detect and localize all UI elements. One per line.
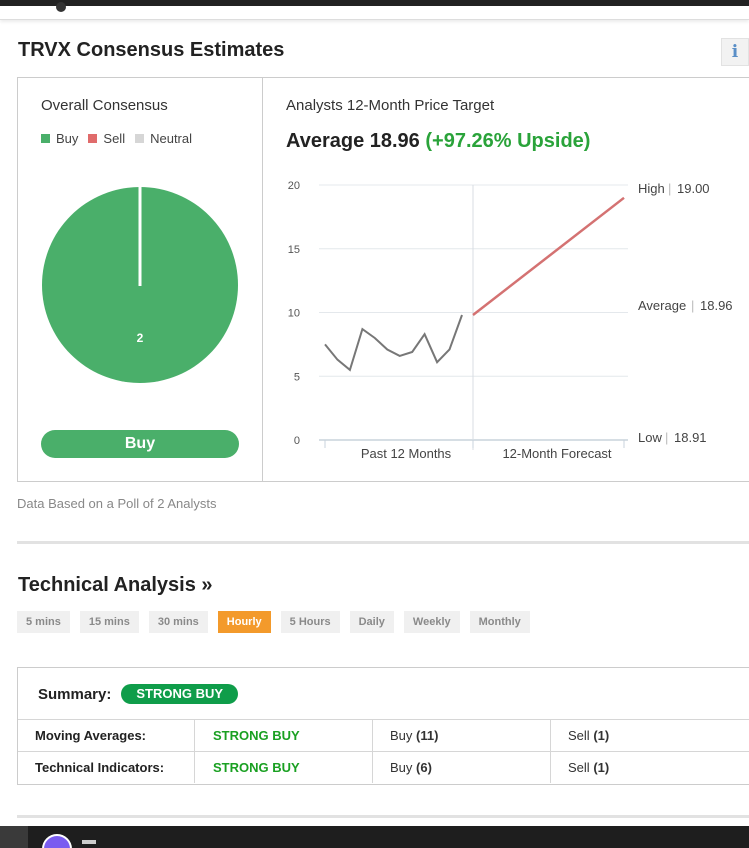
legend-sell-swatch xyxy=(88,134,98,143)
annotation-low: Low | 18.91 xyxy=(638,430,707,445)
annotation-high-sep: | xyxy=(668,181,671,196)
price-target-title: Analysts 12-Month Price Target xyxy=(286,97,495,114)
annotation-low-sep: | xyxy=(665,430,668,445)
row-sell-label: Sell xyxy=(568,760,590,775)
legend-neutral-label: Neutral xyxy=(150,131,193,146)
x-label-forecast: 12-Month Forecast xyxy=(502,446,611,461)
bottom-dock xyxy=(0,826,749,848)
row-buy: Buy (11) xyxy=(373,720,551,751)
app-icon[interactable] xyxy=(42,834,72,848)
upside-text: (+97.26% Upside) xyxy=(425,130,591,152)
row-label: Technical Indicators: xyxy=(18,752,195,783)
annotation-high-label: High xyxy=(638,181,665,196)
tab-daily[interactable]: Daily xyxy=(349,611,394,633)
annotation-low-label: Low xyxy=(638,430,662,445)
tab-5-hours[interactable]: 5 Hours xyxy=(280,611,340,633)
tab-weekly[interactable]: Weekly xyxy=(403,611,460,633)
dock-left-tab xyxy=(0,826,28,848)
section-separator-bottom xyxy=(17,815,749,818)
technical-analysis-title[interactable]: Technical Analysis » xyxy=(18,574,213,596)
legend-buy-label: Buy xyxy=(56,131,79,146)
y-tick-label: 10 xyxy=(288,308,300,320)
tab-30-mins[interactable]: 30 mins xyxy=(148,611,208,633)
overall-consensus-title: Overall Consensus xyxy=(41,97,168,114)
technical-summary: Summary: STRONG BUY xyxy=(38,684,239,704)
x-label-past: Past 12 Months xyxy=(361,446,452,461)
historical-price-line xyxy=(324,314,463,372)
technical-summary-panel xyxy=(17,667,749,785)
top-window-bar xyxy=(0,0,749,6)
average-price-text: Average 18.96 xyxy=(286,130,420,152)
row-buy-count: (11) xyxy=(416,728,439,743)
consensus-legend: Buy Sell Neutral xyxy=(41,131,202,146)
legend-buy: Buy xyxy=(41,131,78,146)
row-buy-label: Buy xyxy=(390,760,413,775)
forecast-price-line xyxy=(472,196,625,316)
section-separator xyxy=(17,541,749,544)
chart-y-ticks: 0 5 10 15 20 xyxy=(288,180,300,447)
annotation-high: High | 19.00 xyxy=(638,181,710,196)
row-sell: Sell (1) xyxy=(551,752,749,783)
annotation-low-value: 18.91 xyxy=(674,430,707,445)
legend-sell: Sell xyxy=(88,131,125,146)
summary-badge: STRONG BUY xyxy=(121,684,239,704)
table-row-moving-averages: Moving Averages: STRONG BUY Buy (11) Sel… xyxy=(18,719,749,751)
legend-sell-label: Sell xyxy=(103,131,126,146)
row-buy-count: (6) xyxy=(416,760,432,775)
y-tick-label: 20 xyxy=(288,180,300,192)
row-label: Moving Averages: xyxy=(18,720,195,751)
price-target-average: Average 18.96 (+97.26% Upside) xyxy=(286,130,590,153)
poll-note: Data Based on a Poll of 2 Analysts xyxy=(17,496,217,511)
app-label xyxy=(82,840,96,844)
annotation-average-sep: | xyxy=(691,298,694,313)
tab-15-mins[interactable]: 15 mins xyxy=(79,611,139,633)
pie-count-label: 2 xyxy=(137,331,144,345)
legend-neutral: Neutral xyxy=(135,131,192,146)
row-sell-count: (1) xyxy=(593,760,610,775)
row-rating: STRONG BUY xyxy=(195,752,373,783)
legend-neutral-swatch xyxy=(135,134,145,143)
row-sell: Sell (1) xyxy=(551,720,749,751)
consensus-panel xyxy=(17,77,749,482)
tab-5-mins[interactable]: 5 mins xyxy=(17,611,70,633)
row-rating: STRONG BUY xyxy=(195,720,373,751)
row-sell-label: Sell xyxy=(568,728,590,743)
consensus-pie-chart: 2 xyxy=(42,187,238,383)
y-tick-label: 5 xyxy=(294,371,300,383)
timeframe-tabs: 5 mins 15 mins 30 mins Hourly 5 Hours Da… xyxy=(17,611,540,633)
row-sell-count: (1) xyxy=(593,728,610,743)
y-tick-label: 0 xyxy=(294,435,300,447)
consensus-rating-badge: Buy xyxy=(41,430,239,458)
consensus-title: TRVX Consensus Estimates xyxy=(18,39,285,61)
table-row-technical-indicators: Technical Indicators: STRONG BUY Buy (6)… xyxy=(18,751,749,783)
annotation-average-value: 18.96 xyxy=(700,298,733,313)
nav-dot-icon xyxy=(56,2,66,12)
annotation-average: Average | 18.96 xyxy=(638,298,733,313)
annotation-average-label: Average xyxy=(638,298,686,313)
tab-hourly[interactable]: Hourly xyxy=(217,611,271,633)
legend-buy-swatch xyxy=(41,134,50,143)
info-icon[interactable]: i xyxy=(721,38,749,66)
y-tick-label: 15 xyxy=(288,244,300,256)
top-nav-strip xyxy=(0,2,749,20)
chart-x-ticks xyxy=(324,440,625,448)
tab-monthly[interactable]: Monthly xyxy=(469,611,530,633)
price-target-chart: 0 5 10 15 20 Past 12 Months 12-Month Forecas… xyxy=(288,180,733,461)
panel-divider xyxy=(262,78,263,481)
summary-label: Summary: xyxy=(38,685,112,703)
annotation-high-value: 19.00 xyxy=(677,181,710,196)
row-buy: Buy (6) xyxy=(373,752,551,783)
row-buy-label: Buy xyxy=(390,728,413,743)
